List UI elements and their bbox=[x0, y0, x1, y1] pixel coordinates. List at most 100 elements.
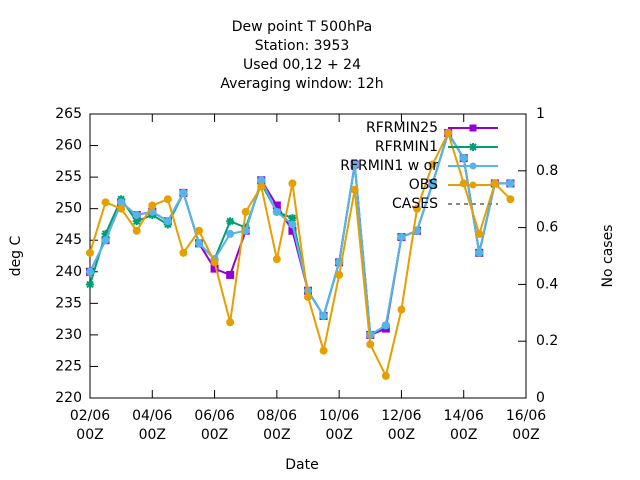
data-point bbox=[428, 160, 437, 169]
data-point bbox=[179, 188, 188, 197]
data-point bbox=[257, 182, 266, 191]
chart-title: Station: 3953 bbox=[255, 38, 350, 54]
data-point bbox=[459, 154, 468, 163]
data-point bbox=[413, 204, 421, 213]
legend-label: CASES bbox=[392, 196, 438, 212]
data-point bbox=[319, 346, 328, 355]
data-point bbox=[163, 217, 172, 226]
data-point bbox=[335, 270, 344, 279]
x-tick-label: 00Z bbox=[450, 427, 477, 443]
y2-tick-label: 1 bbox=[536, 106, 545, 122]
y-tick-label: 225 bbox=[55, 358, 82, 374]
y2-tick-label: 0.8 bbox=[536, 163, 558, 179]
data-point bbox=[506, 195, 515, 204]
data-point bbox=[288, 179, 297, 188]
x-tick-label: 14/06 bbox=[444, 408, 484, 424]
data-point bbox=[101, 236, 110, 245]
legend-label: RFRMIN1 w or bbox=[340, 158, 438, 174]
series-line bbox=[89, 130, 512, 379]
data-point bbox=[288, 220, 297, 229]
x-tick-label: 04/06 bbox=[132, 408, 172, 424]
data-point bbox=[195, 226, 203, 235]
data-point bbox=[101, 198, 110, 207]
data-point bbox=[475, 229, 484, 238]
data-point bbox=[444, 128, 453, 137]
x-tick-label: 00Z bbox=[388, 427, 415, 443]
y2-tick-label: 0.4 bbox=[536, 276, 558, 292]
legend-marker bbox=[469, 162, 477, 170]
y-tick-label: 220 bbox=[55, 390, 82, 406]
chart-title: Averaging window: 12h bbox=[220, 76, 383, 92]
legend-marker bbox=[469, 124, 477, 132]
legend-marker bbox=[469, 143, 477, 151]
y2-tick-label: 0 bbox=[536, 390, 545, 406]
data-point bbox=[428, 179, 437, 188]
y-tick-label: 240 bbox=[55, 264, 82, 280]
y2-tick-label: 0.6 bbox=[536, 220, 558, 236]
x-tick-label: 00Z bbox=[139, 427, 166, 443]
data-point bbox=[241, 207, 250, 216]
legend-label: OBS bbox=[409, 177, 438, 193]
data-point bbox=[226, 217, 235, 226]
data-point bbox=[226, 318, 235, 327]
data-point bbox=[381, 321, 390, 330]
data-point bbox=[210, 258, 219, 267]
x-axis-label: Date bbox=[285, 457, 318, 473]
y-tick-label: 245 bbox=[55, 232, 82, 248]
data-point bbox=[288, 214, 297, 223]
x-tick-label: 00Z bbox=[512, 427, 539, 443]
x-tick-label: 16/06 bbox=[506, 408, 546, 424]
data-point bbox=[366, 340, 375, 349]
data-point bbox=[304, 293, 312, 302]
data-point bbox=[132, 217, 141, 226]
y-tick-label: 230 bbox=[55, 327, 82, 343]
x-tick-label: 00Z bbox=[201, 427, 228, 443]
data-point bbox=[272, 207, 281, 216]
data-point bbox=[506, 179, 515, 188]
data-point bbox=[226, 229, 235, 238]
data-point bbox=[132, 226, 141, 235]
x-tick-label: 06/06 bbox=[194, 408, 234, 424]
y-tick-label: 265 bbox=[55, 106, 82, 122]
x-tick-label: 00Z bbox=[76, 427, 103, 443]
data-point bbox=[272, 255, 281, 264]
y-tick-label: 250 bbox=[55, 201, 82, 217]
legend-label: RFRMIN1 bbox=[375, 139, 438, 155]
data-point bbox=[86, 280, 94, 289]
data-point bbox=[397, 305, 406, 314]
x-tick-label: 10/06 bbox=[319, 408, 359, 424]
y-axis-label: deg C bbox=[8, 235, 24, 276]
data-point bbox=[179, 248, 188, 257]
data-point bbox=[132, 210, 141, 219]
data-point bbox=[350, 185, 359, 194]
y-tick-label: 260 bbox=[55, 138, 82, 154]
series-line bbox=[89, 130, 511, 337]
data-point bbox=[319, 311, 328, 320]
data-point bbox=[101, 229, 110, 238]
x-tick-label: 02/06 bbox=[70, 408, 110, 424]
chart-title: Used 00,12 + 24 bbox=[243, 57, 361, 73]
data-point bbox=[475, 248, 484, 257]
y-tick-label: 235 bbox=[55, 295, 82, 311]
x-tick-label: 00Z bbox=[325, 427, 352, 443]
data-point bbox=[86, 248, 94, 257]
data-point bbox=[163, 195, 172, 204]
data-point bbox=[195, 239, 203, 248]
data-point bbox=[350, 160, 359, 169]
x-tick-label: 00Z bbox=[263, 427, 290, 443]
data-point bbox=[381, 371, 390, 380]
legend-label: RFRMIN25 bbox=[366, 120, 438, 136]
x-tick-label: 08/06 bbox=[257, 408, 297, 424]
data-point bbox=[86, 267, 94, 276]
y2-axis-label: No cases bbox=[600, 225, 616, 288]
x-tick-label: 12/06 bbox=[381, 408, 421, 424]
data-point bbox=[117, 204, 126, 213]
data-point bbox=[226, 270, 235, 279]
y-tick-label: 255 bbox=[55, 169, 82, 185]
data-point bbox=[148, 201, 157, 210]
chart-title: Dew point T 500hPa bbox=[232, 19, 372, 35]
y2-tick-label: 0.2 bbox=[536, 333, 558, 349]
legend-marker bbox=[469, 181, 477, 189]
data-point bbox=[397, 233, 406, 242]
